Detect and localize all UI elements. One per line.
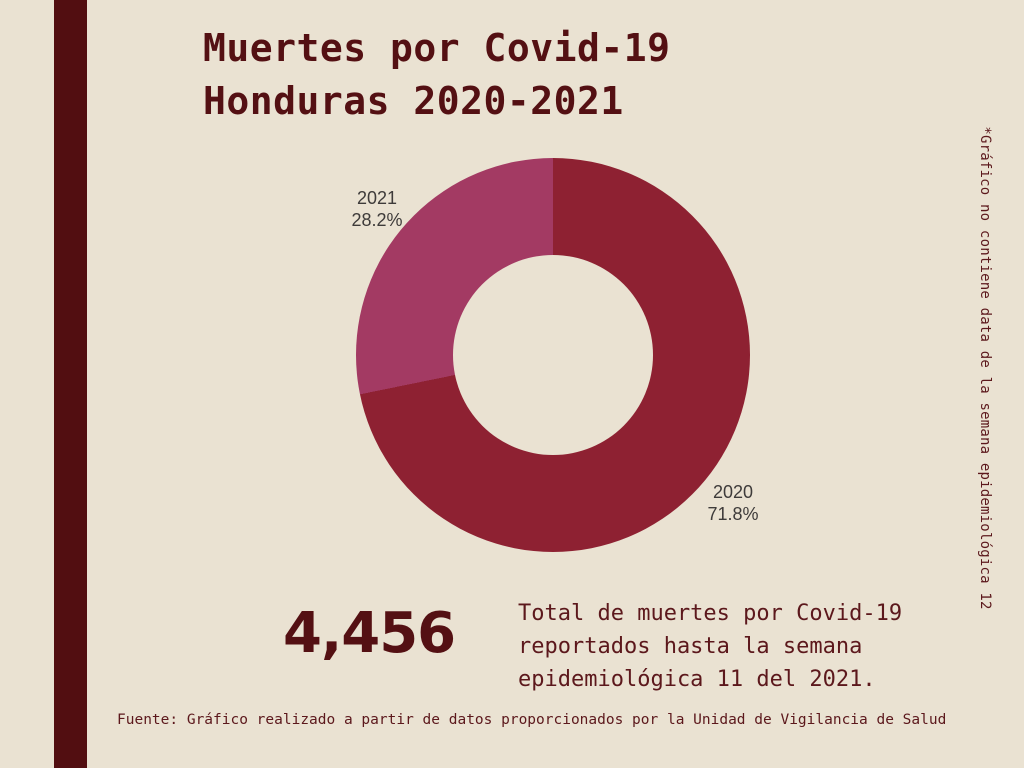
slice-label-2020-percent: 71.8% (707, 504, 759, 524)
page-title-line-1: Muertes por Covid-19 (203, 26, 671, 70)
footer-source: Fuente: Gráfico realizado a partir de da… (117, 712, 947, 728)
side-note-text: *Gráfico no contiene data de la semana e… (977, 126, 993, 610)
total-deaths-description: Total de muertes por Covid-19 reportados… (518, 597, 902, 696)
slice-label-2020-year: 2020 (712, 482, 754, 502)
page-title-line-2: Honduras 2020-2021 (203, 79, 624, 123)
slice-label-2020: 2020 71.8% (703, 481, 763, 525)
left-accent-bar (54, 0, 87, 768)
page-title: Muertes por Covid-19 Honduras 2020-2021 (203, 22, 671, 128)
donut-chart (356, 158, 750, 552)
total-deaths-value: 4,456 (283, 601, 456, 666)
slice-label-2021: 2021 28.2% (346, 187, 408, 231)
slice-label-2021-year: 2021 (356, 188, 398, 208)
total-description-line-1: Total de muertes por Covid-19 (518, 601, 903, 626)
total-description-line-2: reportados hasta la semana (518, 634, 863, 659)
slice-label-2021-percent: 28.2% (351, 210, 403, 230)
total-description-line-3: epidemiológica 11 del 2021. (518, 667, 876, 692)
donut-hole (453, 255, 653, 455)
